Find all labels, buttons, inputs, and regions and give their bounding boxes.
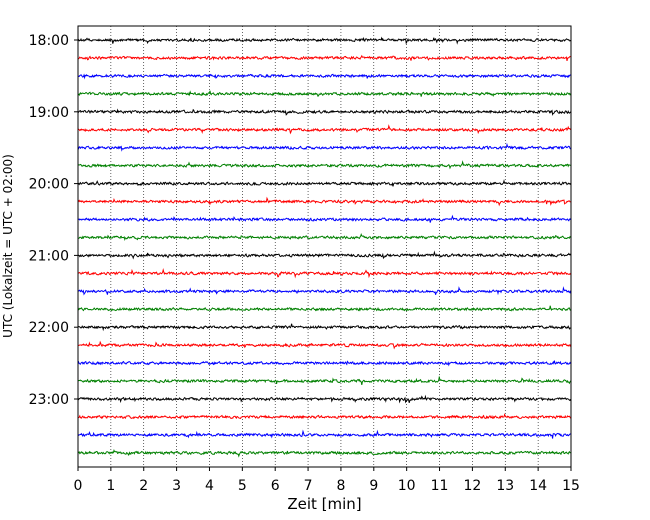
x-tick-label: 14 [529, 478, 547, 494]
seismic-trace [77, 214, 572, 223]
x-tick-label: 8 [336, 478, 345, 494]
seismic-trace [77, 142, 571, 152]
x-tick-label: 13 [496, 478, 514, 494]
seismic-trace [77, 429, 571, 439]
x-tick-label: 4 [205, 478, 214, 494]
x-tick-label: 0 [74, 478, 83, 494]
seismic-trace [77, 250, 572, 260]
seismic-trace [77, 160, 571, 170]
y-axis-ticks: 18:00 19:00 20:00 21:00 22:00 23:00 [29, 33, 78, 408]
seismic-trace [77, 108, 572, 116]
seismic-trace [77, 90, 572, 97]
y-tick-label: 19:00 [29, 105, 69, 121]
y-tick-label: 22:00 [29, 320, 69, 336]
x-tick-label: 6 [271, 478, 280, 494]
seismic-trace [77, 305, 571, 312]
seismic-trace [77, 449, 571, 458]
seismic-trace [77, 196, 571, 207]
seismic-trace [77, 268, 572, 279]
x-tick-label: 11 [431, 478, 449, 494]
x-tick-label: 1 [106, 478, 115, 494]
x-axis-label: Zeit [min] [287, 495, 361, 513]
seismic-trace [77, 36, 571, 45]
x-tick-label: 2 [139, 478, 148, 494]
x-axis-ticks: 0 1 2 3 4 5 6 7 8 9 10 11 12 13 14 15 [74, 467, 580, 494]
x-tick-label: 5 [238, 478, 247, 494]
x-tick-label: 10 [398, 478, 416, 494]
y-tick-label: 18:00 [29, 33, 69, 49]
x-tick-label: 15 [562, 478, 580, 494]
seismic-trace [77, 360, 572, 367]
y-tick-label: 21:00 [29, 248, 69, 264]
seismic-trace [77, 179, 572, 187]
seismic-trace [77, 286, 572, 296]
seismic-traces [77, 36, 572, 458]
plot-background [78, 26, 571, 467]
y-tick-label: 23:00 [29, 392, 69, 408]
seismic-trace [77, 413, 572, 420]
x-tick-label: 12 [463, 478, 481, 494]
seismic-trace [77, 124, 572, 135]
y-axis-label: UTC (Lokalzeit = UTC + 02:00) [1, 154, 15, 338]
x-tick-label: 3 [172, 478, 181, 494]
seismic-trace [77, 73, 571, 80]
seismic-trace [77, 394, 572, 404]
seismic-trace [77, 323, 571, 332]
x-tick-label: 9 [369, 478, 378, 494]
seismic-trace [77, 54, 571, 62]
y-tick-label: 20:00 [29, 177, 69, 193]
seismic-trace [77, 233, 571, 241]
seismic-trace [77, 375, 572, 385]
plot-frame [77, 25, 572, 468]
x-tick-label: 7 [304, 478, 313, 494]
seismic-trace [77, 340, 572, 350]
